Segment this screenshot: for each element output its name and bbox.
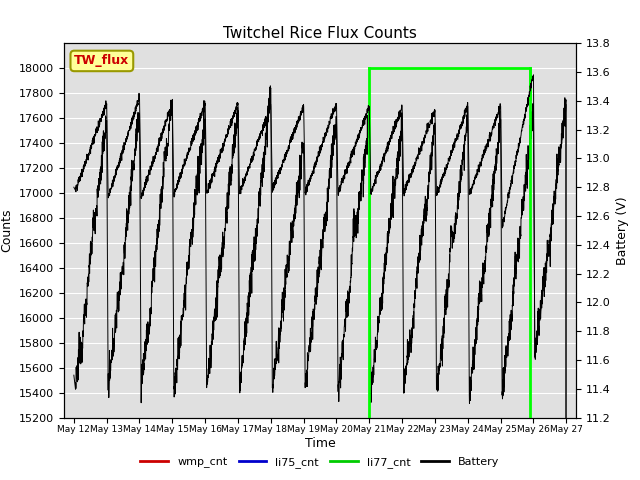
X-axis label: Time: Time (305, 437, 335, 450)
Y-axis label: Battery (V): Battery (V) (616, 196, 629, 264)
Legend: wmp_cnt, li75_cnt, li77_cnt, Battery: wmp_cnt, li75_cnt, li77_cnt, Battery (136, 452, 504, 472)
Title: Twitchel Rice Flux Counts: Twitchel Rice Flux Counts (223, 25, 417, 41)
Y-axis label: Counts: Counts (1, 209, 13, 252)
Text: TW_flux: TW_flux (74, 54, 129, 67)
